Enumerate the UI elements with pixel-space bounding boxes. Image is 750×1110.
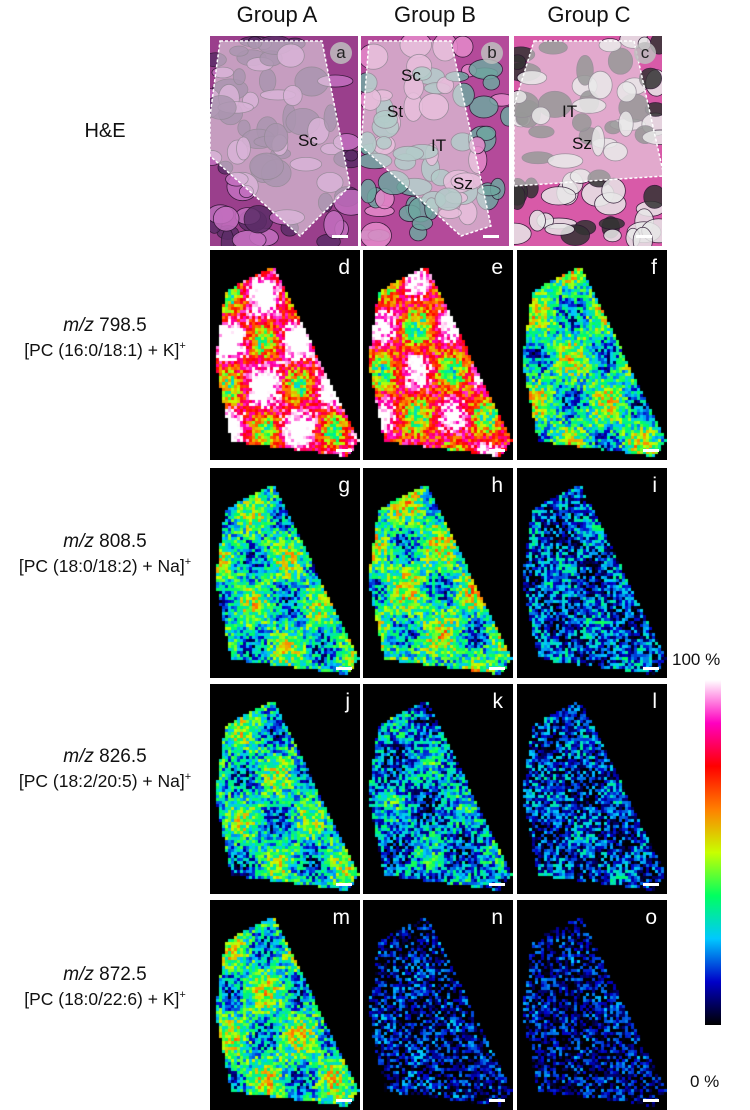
column-header-group-b: Group B [394,2,476,27]
msi-panel-e: e [363,250,513,460]
scale-bar [332,235,348,238]
scale-bar [483,235,499,238]
panel-letter: k [492,690,504,713]
scale-bar [489,667,505,670]
msi-panel-g: g [210,468,360,678]
ion-image [517,468,667,678]
msi-panel-i: i [517,468,667,678]
panel-letter: o [645,906,657,929]
msi-panel-f: f [517,250,667,460]
panel-letter: h [491,474,503,497]
panel-letter: l [652,690,657,713]
msi-panel-h: h [363,468,513,678]
panel-letter: g [338,474,350,497]
panel-letter: e [491,256,503,279]
msi-panel-d: d [210,250,360,460]
row-label-872: m/z 872.5 [PC (18:0/22:6) + K]+ [0,962,210,1011]
ion-image [210,468,360,678]
row-label-he: H&E [84,120,126,142]
mz-value: 872.5 [99,964,147,985]
msi-panel-l: l [517,684,667,894]
mz-prefix: m/z [63,746,94,767]
msi-panel-o: o [517,900,667,1110]
charge: + [179,988,186,1001]
he-panel-c: c IT Sz [514,36,662,246]
tissue-annotation: Sc [401,66,421,85]
msi-panel-n: n [363,900,513,1110]
charge: + [184,770,192,783]
he-panel-b: b Sc St IT Sz [361,36,509,246]
ion-image [363,900,513,1110]
panel-letter: i [652,474,657,497]
ion-image [210,684,360,894]
mz-value: 826.5 [99,746,147,767]
column-header-group-c: Group C [547,2,631,27]
panel-letter: a [330,42,352,64]
scale-bar [643,883,659,886]
panel-letter: j [345,690,350,713]
tissue-annotation: St [387,102,404,121]
panel-letter: b [481,42,503,64]
ion-image [517,684,667,894]
colorbar [705,680,721,1025]
row-label-798: m/z 798.5 [PC (16:0/18:1) + K]+ [0,313,210,362]
panel-letter: d [338,256,350,279]
ion-image [363,684,513,894]
charge: + [179,339,186,352]
msi-panel-j: j [210,684,360,894]
scale-bar [643,1099,659,1102]
scale-bar [489,449,505,452]
tissue-annotation: Sz [453,174,473,193]
charge: + [184,555,192,568]
scale-bar [636,235,652,238]
ion-image [517,900,667,1110]
scale-bar [336,1099,352,1102]
scale-bar [643,449,659,452]
scale-bar [336,667,352,670]
colorbar-min-label: 0 % [690,1072,720,1091]
tissue-annotation: IT [431,136,447,155]
row-label-808: m/z 808.5 [PC (18:0/18:2) + Na]+ [0,529,210,578]
he-panel-a: a Sc [210,36,358,246]
tissue-annotation: IT [562,102,578,121]
scale-bar [489,1099,505,1102]
mz-prefix: m/z [63,964,94,985]
ion-image [517,250,667,460]
scale-bar [489,883,505,886]
panel-letter: m [332,906,351,929]
lipid-species: [PC (18:2/20:5) + Na] [18,770,185,791]
tissue-annotation: Sc [298,131,318,150]
scale-bar [336,883,352,886]
msi-panel-k: k [363,684,513,894]
ion-image [363,250,513,460]
panel-letter: n [491,906,503,929]
ion-image [210,250,360,460]
panel-letter: f [651,256,657,279]
ion-image [210,900,360,1110]
panel-letter: c [634,42,656,64]
colorbar-max-label: 100 % [672,650,721,669]
scale-bar [336,449,352,452]
tissue-annotation: Sz [572,134,592,153]
mz-value: 808.5 [99,531,147,552]
ion-image [363,468,513,678]
mz-prefix: m/z [63,531,94,552]
mz-value: 798.5 [99,315,147,336]
msi-panel-m: m [210,900,360,1110]
lipid-species: [PC (16:0/18:1) + K] [24,339,180,360]
mz-prefix: m/z [63,315,94,336]
lipid-species: [PC (18:0/22:6) + K] [24,988,180,1009]
scale-bar [643,667,659,670]
row-label-826: m/z 826.5 [PC (18:2/20:5) + Na]+ [0,744,210,793]
column-header-group-a: Group A [236,2,318,27]
lipid-species: [PC (18:0/18:2) + Na] [18,555,185,576]
